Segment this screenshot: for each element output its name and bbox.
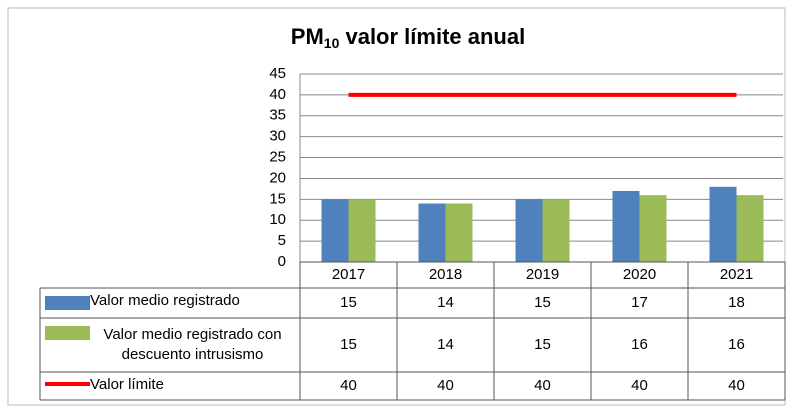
chart-title: PM10 valor límite anual	[291, 24, 525, 51]
legend-swatch	[45, 326, 90, 340]
table-value: 40	[437, 377, 454, 394]
table-value: 15	[340, 294, 357, 311]
legend-label: Valor límite	[90, 376, 164, 393]
table-value: 14	[437, 336, 454, 353]
legend-label: Valor medio registrado con descuento int…	[103, 326, 282, 363]
table-value: 40	[534, 377, 551, 394]
title-rest: valor límite anual	[339, 24, 525, 49]
bar	[709, 186, 737, 262]
y-tick-label: 30	[269, 128, 286, 145]
legend-swatch	[45, 296, 90, 310]
y-tick-label: 25	[269, 149, 286, 166]
bar	[542, 199, 570, 262]
table-value: 18	[728, 294, 745, 311]
category-header: 2017	[331, 266, 366, 283]
table-value: 15	[534, 294, 551, 311]
bar	[515, 199, 543, 262]
table-value: 40	[340, 377, 357, 394]
y-tick-label: 20	[269, 169, 286, 186]
y-tick-label: 15	[269, 190, 286, 207]
bar	[445, 203, 473, 262]
y-tick-label: 45	[269, 65, 286, 82]
table-value: 16	[631, 336, 648, 353]
legend-label: Valor medio registrado	[90, 292, 240, 309]
y-tick-label: 0	[278, 253, 286, 270]
bar	[348, 199, 376, 262]
y-tick-label: 35	[269, 107, 286, 124]
title-main: PM	[291, 24, 324, 49]
table-value: 15	[534, 336, 551, 353]
table-value: 16	[728, 336, 745, 353]
title-subscript: 10	[324, 35, 340, 51]
category-header: 2020	[622, 266, 657, 283]
y-tick-label: 10	[269, 211, 286, 228]
table-value: 40	[631, 377, 648, 394]
category-header: 2018	[428, 266, 463, 283]
table-value: 14	[437, 294, 454, 311]
bar	[321, 199, 349, 262]
y-tick-label: 5	[278, 232, 286, 249]
y-tick-label: 40	[269, 86, 286, 103]
bar	[418, 203, 446, 262]
table-value: 40	[728, 377, 745, 394]
table-value: 15	[340, 336, 357, 353]
category-header: 2021	[719, 266, 754, 283]
bar	[639, 195, 667, 262]
category-header: 2019	[525, 266, 560, 283]
bar	[736, 195, 764, 262]
table-value: 17	[631, 294, 648, 311]
bar	[612, 190, 640, 262]
